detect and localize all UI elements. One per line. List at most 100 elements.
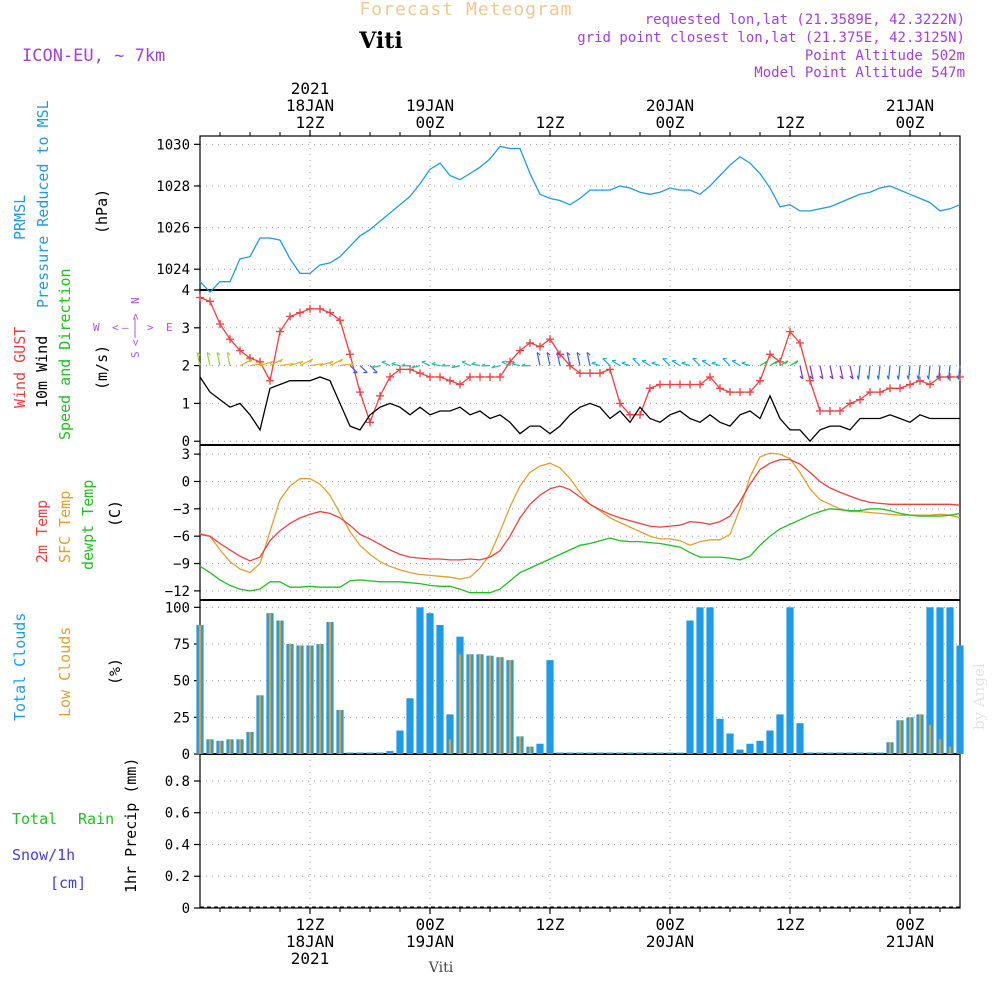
wind-arrow-head (521, 363, 526, 367)
pressure-ytick-label: 1026 (156, 221, 190, 237)
wind-arrow-head (206, 352, 211, 356)
top-time-label: 00Z (656, 113, 685, 132)
bottom-time-label: 21JAN (886, 932, 934, 951)
low-cloud-bar (288, 644, 292, 754)
wind-arrow-head (886, 375, 890, 380)
wind-arrow (602, 358, 611, 367)
total-cloud-bar (936, 607, 944, 754)
wind-arrow (819, 365, 824, 379)
plot-layer: 102410261028103001234−12−9−6−30302550751… (156, 79, 964, 968)
t2m-line (199, 458, 961, 562)
total-cloud-bar (766, 730, 774, 754)
total-cloud-bar (816, 752, 824, 754)
wind-arrow (381, 361, 391, 367)
low-cloud-bar (498, 657, 502, 754)
wind-arrow-head (556, 352, 561, 356)
wind-arrow (576, 352, 581, 366)
low-cloud-bar (478, 654, 482, 754)
wind-arrow (511, 363, 521, 367)
wind-arrow-head (849, 375, 854, 380)
total-cloud-bar (546, 660, 554, 754)
wind-arrow (359, 365, 368, 374)
total-cloud-bar (746, 743, 754, 754)
total-cloud-bar (806, 752, 814, 754)
wind-arrow (849, 365, 854, 379)
wind-arrow (461, 361, 471, 367)
low-cloud-bar (198, 624, 202, 754)
wind-arrow (907, 365, 911, 380)
wind-arrow-head (226, 352, 231, 356)
wind-arrow-head (401, 363, 406, 367)
wind-arrow-head (764, 360, 769, 365)
wind-arrow-head (829, 375, 834, 380)
wind-arrow-head (856, 375, 860, 380)
total-cloud-bar (686, 620, 694, 754)
wind-arrow-head (711, 361, 716, 364)
precip-labels: Total Rain Snow/1h [cm] 1hr Precip (mm) (12, 758, 140, 893)
svg-text:>: > (129, 313, 142, 320)
wind-arrow-head (839, 375, 844, 380)
wind-arrow-head (642, 359, 647, 362)
svg-text:<: < (112, 321, 119, 334)
hpa-label: (hPa) (93, 189, 111, 234)
total-cloud-bar (376, 752, 384, 754)
wind-arrow (917, 365, 921, 380)
wind-arrow (867, 365, 871, 380)
wind-arrow (239, 358, 253, 367)
total-clouds-label: Total Clouds (11, 613, 29, 721)
gust-label: Wind GUST (11, 327, 29, 408)
wind-arrow (501, 361, 511, 367)
rain-label: Rain (78, 810, 114, 828)
low-cloud-bar (908, 717, 912, 754)
compass-n: N (129, 297, 142, 304)
wind-arrow-head (339, 358, 344, 363)
wind-arrow-head (926, 375, 930, 380)
total-cloud-bar (846, 752, 854, 754)
wind-arrow (206, 352, 211, 366)
wind-arrow-head (501, 360, 506, 363)
bottom-time-label: 20JAN (646, 932, 694, 951)
prmsl-label: PRMSL (11, 195, 29, 240)
wind-arrow-head (672, 359, 677, 362)
low-cloud-bar (268, 613, 272, 754)
precip-ylabel: 1hr Precip (mm) (122, 758, 140, 893)
wind-arrow-head (451, 364, 456, 369)
wind-arrow (566, 352, 571, 366)
temperature-ytick-label: −12 (165, 584, 190, 600)
wind-ytick-label: 0 (182, 434, 190, 450)
wind-arrow-head (936, 375, 940, 380)
wind-arrow-head (249, 358, 254, 363)
wind-arrow-head (651, 361, 656, 364)
low-cloud-bar (258, 695, 262, 754)
total-cloud-bar (786, 607, 794, 754)
wind-arrow (339, 363, 354, 367)
wind-arrow-head (866, 375, 870, 380)
top-time-label: 12Z (776, 113, 805, 132)
wind-arrow (897, 365, 901, 380)
wind-arrow (809, 365, 814, 379)
svg-text:—: — (122, 321, 129, 334)
wind-arrow (471, 363, 481, 367)
total-cloud-bar (416, 607, 424, 754)
wind-arrow (829, 365, 834, 379)
pressure-label: Pressure Reduced to MSL (34, 100, 52, 308)
temperature-ytick-label: 3 (182, 447, 190, 463)
watermark: by Angel (970, 663, 988, 730)
bottom-time-label: 18JAN (286, 932, 334, 951)
wind-arrow-head (309, 358, 314, 363)
wind-arrow-head (799, 375, 804, 380)
wind-arrow-head (576, 352, 581, 356)
wind-arrow (269, 358, 283, 367)
wind-arrow (309, 363, 324, 367)
wind-arrow (692, 358, 701, 367)
low-cloud-bar (468, 654, 472, 754)
bottom-time-label: 12Z (536, 915, 565, 934)
wind-arrow-head (471, 361, 476, 365)
low-cloud-bar (338, 710, 342, 754)
top-time-label: 00Z (416, 113, 445, 132)
total-cloud-bar (556, 752, 564, 754)
low-cloud-bar (488, 655, 492, 754)
wind-arrow-head (421, 360, 426, 363)
temperature-ytick-label: −3 (173, 502, 190, 518)
clouds-ytick-label: 100 (165, 600, 190, 616)
